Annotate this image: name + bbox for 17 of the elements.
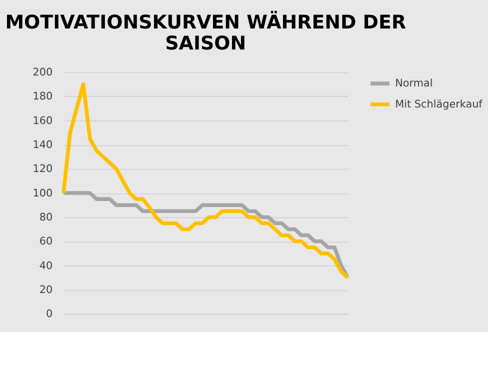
y-tick-label: 200	[32, 66, 53, 79]
legend-label: Normal	[395, 77, 433, 90]
y-tick-label: 140	[32, 138, 53, 151]
y-tick-label: 100	[32, 187, 53, 200]
legend-label: Mit Schlägerkauf	[395, 98, 483, 110]
y-tick-label: 40	[39, 260, 53, 272]
y-tick-label: 20	[39, 284, 53, 296]
text: MOTIVATIONSKURVEN WÄHREND DER	[5, 12, 406, 34]
line-series	[62, 82, 350, 280]
y-tick-label: 180	[32, 90, 53, 103]
line-series	[62, 191, 350, 280]
text: SAISON	[165, 32, 246, 54]
y-tick-label: 160	[32, 114, 53, 127]
y-tick-label: 120	[32, 163, 53, 176]
y-tick-label: 0	[46, 308, 53, 320]
y-tick-label: 60	[39, 236, 53, 248]
y-tick-label: 80	[39, 211, 53, 224]
